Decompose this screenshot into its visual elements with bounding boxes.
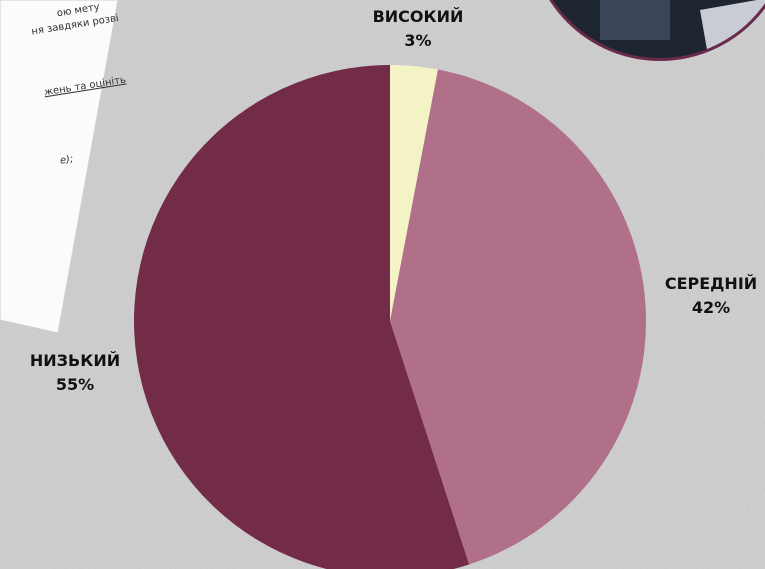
slice-value-label: 55%	[56, 375, 94, 394]
slice-label: ВИСОКИЙ	[373, 7, 464, 26]
slice-label: СЕРЕДНІЙ	[665, 274, 757, 293]
slice-label: НИЗЬКИЙ	[30, 351, 120, 370]
slice-value-label: 3%	[404, 31, 431, 50]
document-text: е);	[59, 154, 74, 167]
slide: ою мету ня завдяки розві жень та оцініть…	[0, 0, 765, 569]
slice-value-label: 42%	[692, 298, 730, 317]
